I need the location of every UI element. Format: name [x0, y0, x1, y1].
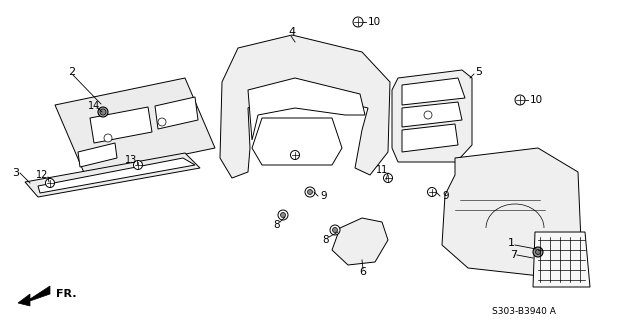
Text: S303-B3940 A: S303-B3940 A: [492, 308, 556, 316]
Polygon shape: [55, 78, 215, 175]
Text: 4: 4: [288, 27, 295, 37]
Text: 13: 13: [125, 155, 137, 165]
Polygon shape: [252, 118, 342, 165]
Circle shape: [515, 95, 525, 105]
Circle shape: [307, 189, 312, 195]
Text: 10: 10: [530, 95, 543, 105]
Polygon shape: [533, 232, 590, 287]
Text: 1: 1: [508, 238, 515, 248]
Circle shape: [134, 161, 143, 170]
Circle shape: [424, 111, 432, 119]
Circle shape: [353, 17, 363, 27]
Circle shape: [533, 247, 543, 257]
Polygon shape: [392, 70, 472, 162]
Circle shape: [100, 109, 106, 115]
Polygon shape: [90, 107, 152, 143]
Text: 14: 14: [88, 101, 100, 111]
Circle shape: [333, 228, 337, 233]
Text: 8: 8: [273, 220, 280, 230]
Polygon shape: [155, 97, 198, 129]
Circle shape: [291, 150, 300, 159]
Circle shape: [278, 210, 288, 220]
Circle shape: [383, 173, 392, 182]
Circle shape: [158, 118, 166, 126]
Circle shape: [45, 179, 54, 188]
Text: 11: 11: [376, 165, 388, 175]
Text: 7: 7: [510, 250, 517, 260]
Text: 2: 2: [68, 67, 75, 77]
Text: 9: 9: [442, 191, 449, 201]
Circle shape: [104, 134, 112, 142]
Circle shape: [280, 212, 285, 218]
Text: 5: 5: [475, 67, 482, 77]
Circle shape: [428, 188, 436, 196]
Circle shape: [536, 250, 541, 254]
Text: 3: 3: [12, 168, 19, 178]
Polygon shape: [25, 153, 200, 197]
Text: 12: 12: [36, 170, 49, 180]
Polygon shape: [402, 102, 462, 127]
Polygon shape: [248, 78, 365, 140]
Polygon shape: [332, 218, 388, 265]
Polygon shape: [442, 148, 582, 278]
Polygon shape: [78, 143, 117, 167]
Text: 10: 10: [368, 17, 381, 27]
Text: 9: 9: [320, 191, 326, 201]
Circle shape: [98, 107, 108, 117]
Polygon shape: [402, 78, 465, 105]
Text: 6: 6: [360, 267, 367, 277]
Polygon shape: [38, 158, 195, 193]
Polygon shape: [18, 286, 50, 306]
Circle shape: [330, 225, 340, 235]
Circle shape: [305, 187, 315, 197]
Polygon shape: [402, 124, 458, 152]
Text: 8: 8: [322, 235, 328, 245]
Polygon shape: [220, 35, 390, 178]
Text: FR.: FR.: [56, 289, 77, 299]
